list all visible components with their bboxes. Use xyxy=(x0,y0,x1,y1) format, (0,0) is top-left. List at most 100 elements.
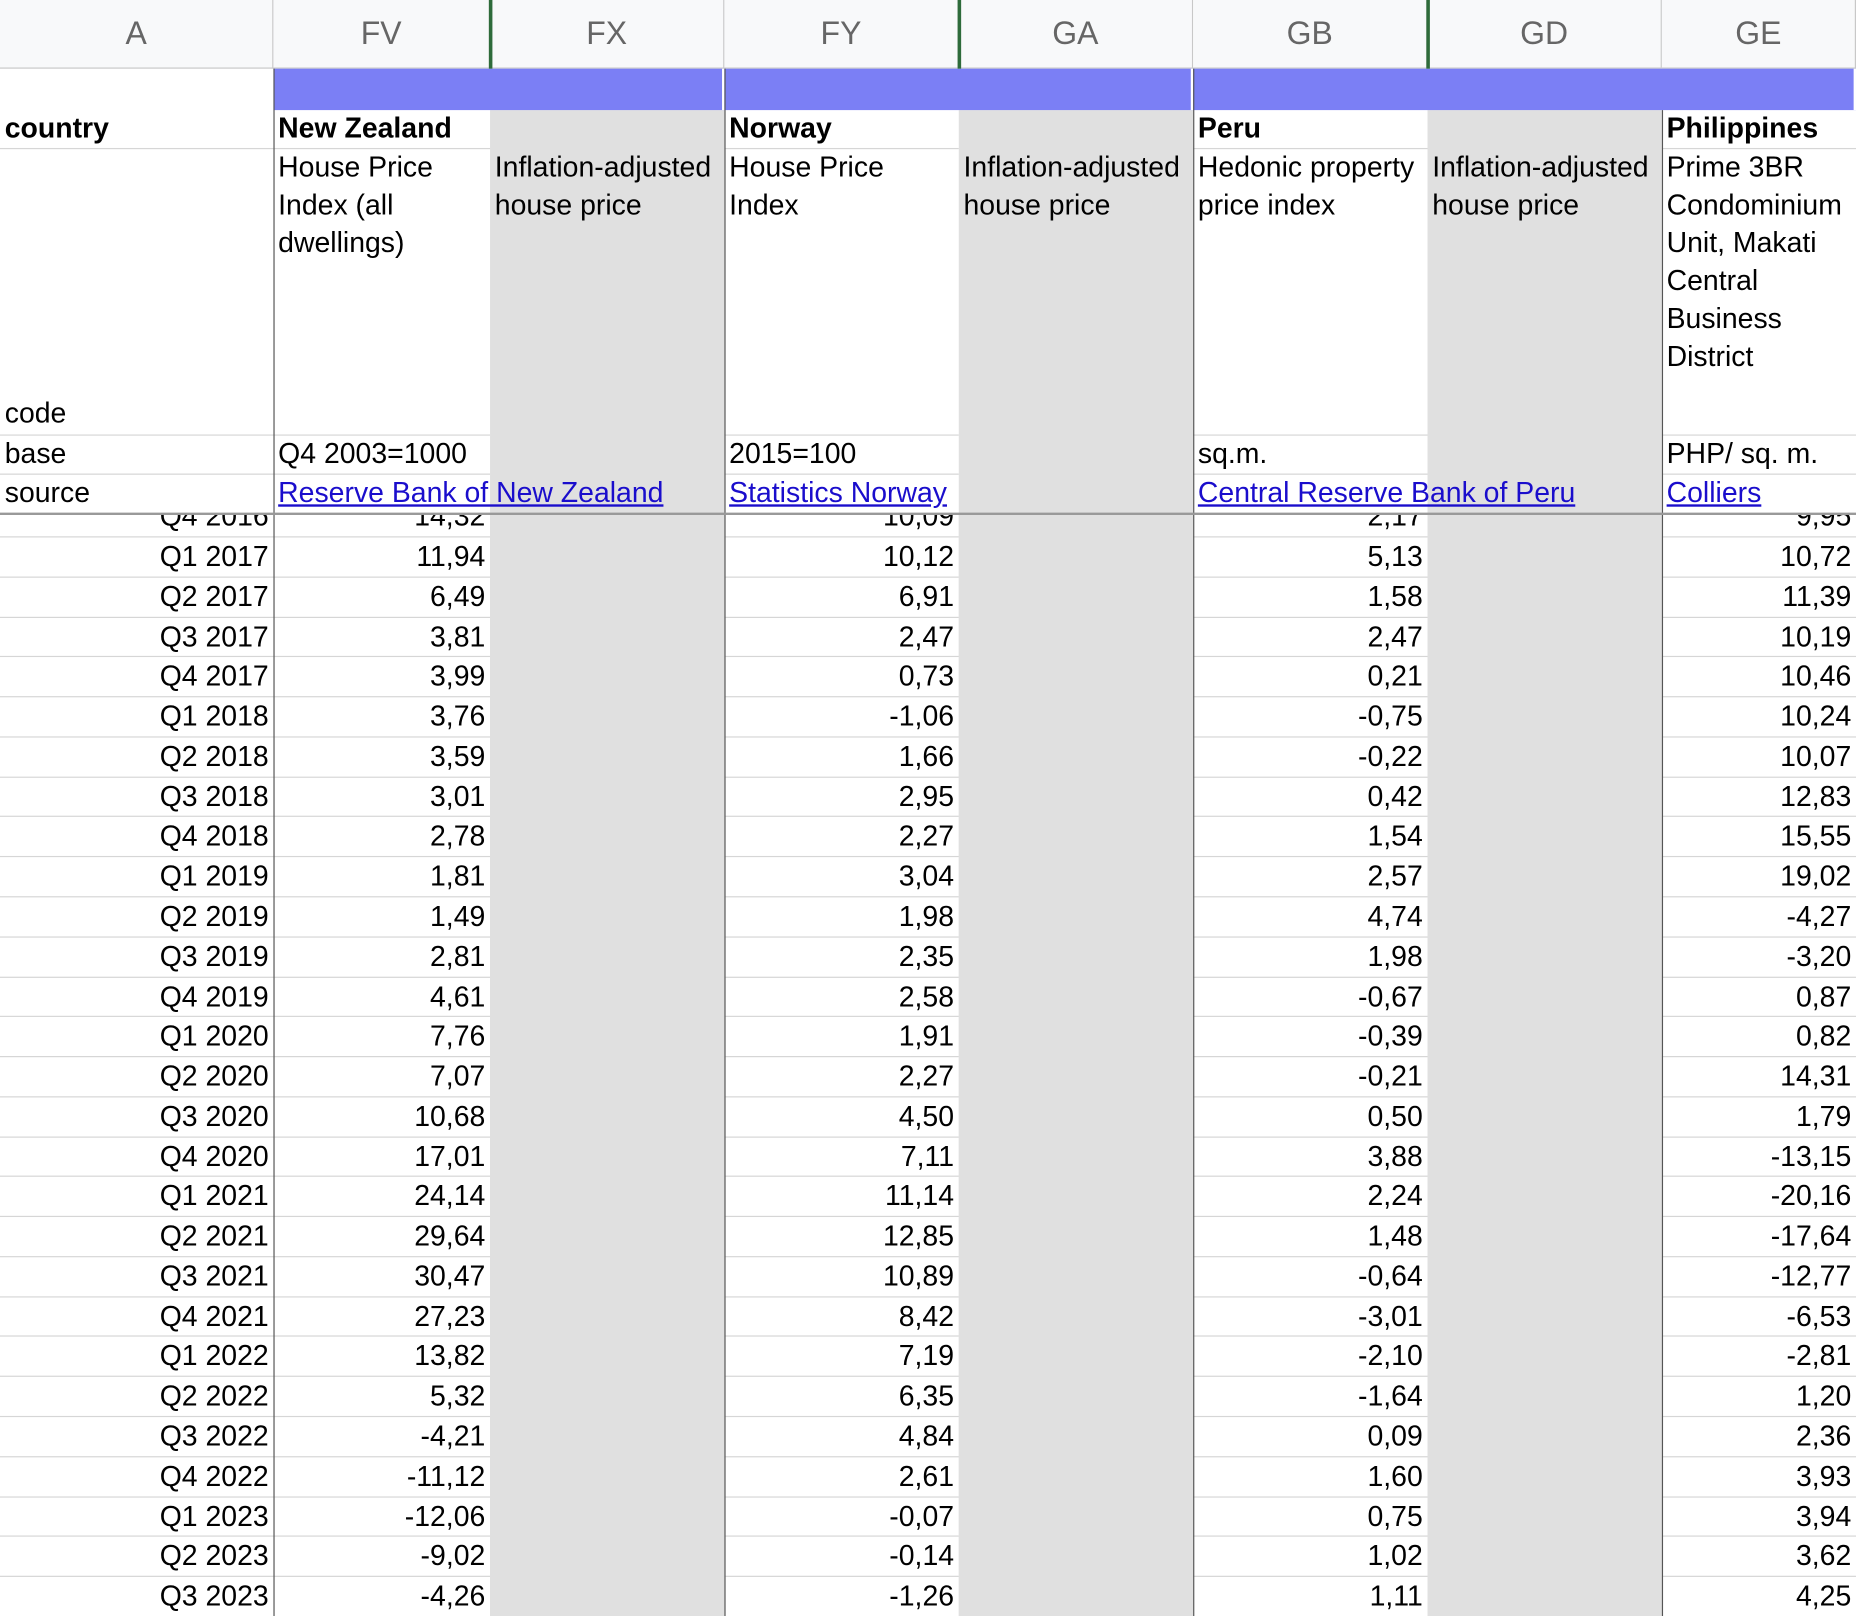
cell-value: -4,27 xyxy=(1661,897,1856,938)
cell-value: -1,26 xyxy=(724,1577,959,1616)
column-header: GB xyxy=(1193,0,1428,69)
period-label: Q2 2020 xyxy=(0,1057,274,1098)
cell-value: 10,46 xyxy=(1661,657,1856,698)
period-label: Q1 2017 xyxy=(0,538,274,578)
base-value: sq.m. xyxy=(1193,436,1428,475)
cell-value: 0,87 xyxy=(1661,977,1856,1018)
cell-value: -0,21 xyxy=(1193,1057,1428,1098)
column-header: GA xyxy=(958,0,1194,69)
series-description: House Price Index xyxy=(724,149,959,436)
row-label: source xyxy=(4,477,91,510)
cell-value: 2,24 xyxy=(1193,1177,1428,1218)
period-label: Q3 2022 xyxy=(0,1417,274,1458)
cell-value: 10,89 xyxy=(724,1257,959,1298)
cell-value: -11,12 xyxy=(273,1457,491,1498)
cell-value: 1,48 xyxy=(1193,1217,1428,1258)
cell-value: 2,27 xyxy=(724,1057,959,1098)
cell-value: 3,99 xyxy=(273,657,491,698)
cell-value: 10,12 xyxy=(724,538,959,578)
cell-value: -0,39 xyxy=(1193,1017,1428,1058)
row-label: code xyxy=(0,149,274,436)
cell-value: 3,01 xyxy=(273,777,491,818)
cell-value: 1,66 xyxy=(724,737,959,778)
cell-value: 0,21 xyxy=(1193,657,1428,698)
cell-value: 2,95 xyxy=(724,777,959,818)
cell-value: -1,06 xyxy=(724,697,959,738)
cell-value: 3,59 xyxy=(273,737,491,778)
series-description: Hedonic property price index xyxy=(1193,149,1428,436)
period-label: Q1 2021 xyxy=(0,1177,274,1218)
country-name: Peru xyxy=(1193,110,1428,150)
cell-value: 3,62 xyxy=(1661,1537,1856,1578)
cell-value: 4,61 xyxy=(273,977,491,1018)
group-band xyxy=(273,68,725,111)
column-header-divider xyxy=(1426,0,1430,69)
period-label: Q3 2021 xyxy=(0,1257,274,1298)
row-label: base xyxy=(0,436,274,475)
cell-value: 3,81 xyxy=(273,618,491,658)
period-label: Q1 2022 xyxy=(0,1337,274,1378)
period-label: Q2 2018 xyxy=(0,737,274,778)
country-name: Philippines xyxy=(1661,110,1856,150)
column-divider xyxy=(1661,110,1664,1616)
cell-value: 4,84 xyxy=(724,1417,959,1458)
cell-value: 0,50 xyxy=(1193,1097,1428,1138)
cell-value: 24,14 xyxy=(273,1177,491,1218)
column-header-divider xyxy=(957,0,962,69)
source-link[interactable]: Central Reserve Bank of Peru xyxy=(1197,477,1576,510)
cell-value: 1,91 xyxy=(724,1017,959,1058)
cell-value: -0,64 xyxy=(1193,1257,1428,1298)
period-label: Q4 2020 xyxy=(0,1137,274,1178)
cell-value: -1,64 xyxy=(1193,1377,1428,1418)
cell-value: 10,09 xyxy=(724,514,959,538)
cell-value: 2,61 xyxy=(724,1457,959,1498)
cell-value: 2,57 xyxy=(1193,857,1428,898)
column-header: GD xyxy=(1427,0,1662,69)
cell-value: 7,76 xyxy=(273,1017,491,1058)
cell-value: 6,35 xyxy=(724,1377,959,1418)
cell-value: 1,49 xyxy=(273,897,491,938)
cell-value: 1,98 xyxy=(724,897,959,938)
source-link[interactable]: Colliers xyxy=(1666,477,1762,510)
country-name: New Zealand xyxy=(273,110,491,150)
period-label: Q2 2019 xyxy=(0,897,274,938)
column-divider xyxy=(273,68,275,1616)
cell-value: 13,82 xyxy=(273,1337,491,1378)
cell-value: 4,50 xyxy=(724,1097,959,1138)
base-value: 2015=100 xyxy=(724,436,959,475)
period-label: Q2 2022 xyxy=(0,1377,274,1418)
cell-value: 3,88 xyxy=(1193,1137,1428,1178)
cell-value: 1,79 xyxy=(1661,1097,1856,1138)
row-label: country xyxy=(0,110,274,150)
series-description: Prime 3BR Condominium Unit, Makati Centr… xyxy=(1661,149,1856,436)
period-label: Q1 2018 xyxy=(0,697,274,738)
cell-value: 2,47 xyxy=(1193,618,1428,658)
cell-value: 17,01 xyxy=(273,1137,491,1178)
source-link[interactable]: Reserve Bank of New Zealand xyxy=(278,477,664,510)
cell-value: 1,02 xyxy=(1193,1537,1428,1578)
source-link[interactable]: Statistics Norway xyxy=(729,477,947,510)
cell-value: 4,25 xyxy=(1661,1577,1856,1616)
cell-value: 2,27 xyxy=(724,817,959,858)
period-label: Q2 2023 xyxy=(0,1537,274,1578)
cell-value: 3,76 xyxy=(273,697,491,738)
cell-value: 14,31 xyxy=(1661,1057,1856,1098)
cell-value: 3,94 xyxy=(1661,1497,1856,1538)
freeze-line xyxy=(0,512,1856,515)
cell-value: -2,10 xyxy=(1193,1337,1428,1378)
cell-value: 2,17 xyxy=(1193,514,1428,538)
cell-value: 11,39 xyxy=(1661,578,1856,618)
cell-value: -12,77 xyxy=(1661,1257,1856,1298)
cell-value: 3,93 xyxy=(1661,1457,1856,1498)
cell-value: 29,64 xyxy=(273,1217,491,1258)
cell-value: 0,42 xyxy=(1193,777,1428,818)
period-label: Q3 2017 xyxy=(0,618,274,658)
cell-value: -0,67 xyxy=(1193,977,1428,1018)
cell-value: 0,09 xyxy=(1193,1417,1428,1458)
column-shade xyxy=(1427,110,1662,1616)
column-header: FV xyxy=(273,0,491,69)
cell-value: 27,23 xyxy=(273,1297,491,1338)
column-header: GE xyxy=(1661,0,1856,69)
cell-value: -12,06 xyxy=(273,1497,491,1538)
